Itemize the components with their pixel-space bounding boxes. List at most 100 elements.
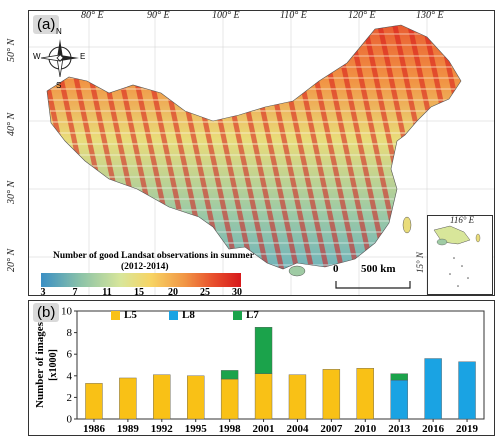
x-tick-label: 1989 (117, 423, 140, 435)
china-outline (46, 24, 462, 270)
swath-row-gap (47, 77, 461, 79)
x-tick-label: 2010 (354, 423, 377, 435)
x-tick-label: 2004 (286, 423, 309, 435)
legend-swatch-l8 (169, 310, 178, 320)
bar-l5-1989 (119, 377, 137, 420)
hainan-island (288, 265, 306, 277)
swath-row-gap (47, 187, 461, 189)
compass-s: S (56, 81, 62, 90)
swath-row-gap (47, 55, 461, 57)
swath-row-gap (47, 220, 461, 222)
south-china-sea-inset: 116° E (427, 215, 493, 295)
legend-l8: L8 (169, 309, 195, 321)
panel-label-b: (b) (33, 303, 60, 322)
swath-row-gap (47, 209, 461, 211)
x-tick-label: 2013 (388, 423, 411, 435)
y-tick-label: 8 (67, 327, 73, 339)
swath-row-gap (47, 44, 461, 46)
bar-l5-2004 (288, 374, 307, 420)
y-tick-label: 2 (67, 392, 73, 404)
x-tick-label: 2007 (320, 423, 343, 435)
scale-bar-end: 500 km (361, 263, 396, 275)
colorbar-tick: 20 (168, 287, 178, 298)
lat-label-20: 20° N (6, 248, 17, 272)
legend-l7: L7 (233, 309, 259, 321)
bar-l5-1998 (220, 378, 239, 420)
map-panel: (a) (28, 10, 495, 298)
bar-l8-2013 (390, 379, 408, 420)
swath-row-gap (47, 88, 461, 90)
swath-row-gap (47, 66, 461, 68)
panel-label-a: (a) (33, 15, 60, 34)
bar-l7-2013 (390, 373, 408, 381)
legend-swatch-l7 (233, 310, 242, 320)
lat-label-40: 40° N (6, 112, 17, 136)
colorbar-tick: 15 (134, 287, 144, 298)
colorbar-subtitle: (2012-2014) (121, 262, 169, 272)
x-tick-label: 2001 (253, 423, 275, 435)
x-tick-label: 1986 (83, 423, 106, 435)
lon-label-90: 90° E (147, 10, 170, 21)
lon-label-130: 130° E (416, 10, 444, 21)
swath-row-gap (47, 231, 461, 233)
bar-l5-2001 (254, 373, 273, 420)
swath-row-gap (47, 154, 461, 156)
y-axis-label: Number of images (34, 321, 46, 408)
y-tick-label: 6 (67, 349, 73, 361)
lon-label-120: 120° E (348, 10, 376, 21)
swath-row-gap (47, 121, 461, 123)
lat-label-50: 50° N (6, 38, 17, 62)
colorbar-title: Number of good Landsat observations in s… (53, 251, 254, 261)
swath-row-gap (47, 99, 461, 101)
colorbar-tick: 25 (200, 287, 210, 298)
bar-l8-2019 (458, 361, 476, 420)
colorbar-tick: 7 (72, 287, 78, 298)
landsat-swath (426, 25, 461, 269)
swath-row-gap (47, 33, 461, 35)
legend-label-l8: L8 (182, 309, 195, 321)
lon-label-110: 110° E (280, 10, 307, 21)
scale-bar (335, 281, 411, 289)
inset-lat-label: 15° N (415, 252, 425, 273)
x-tick-label: 2019 (456, 423, 479, 435)
legend-label-l7: L7 (246, 309, 259, 321)
colorbar-tick: 30 (232, 287, 242, 298)
lat-label-30: 30° N (6, 180, 17, 204)
taiwan-island (402, 216, 412, 234)
bar-l7-2001 (254, 327, 273, 374)
bar-l8-2016 (424, 358, 442, 420)
compass-e: E (80, 52, 86, 61)
bar-l5-2010 (356, 368, 374, 420)
legend-l5: L5 (111, 309, 137, 321)
bar-l5-1995 (187, 375, 205, 420)
x-tick-label: 1995 (185, 423, 208, 435)
swath-row-gap (47, 110, 461, 112)
bar-l5-1992 (153, 374, 171, 420)
swath-row-gap (47, 143, 461, 145)
x-tick-label: 1998 (219, 423, 242, 435)
y-tick-label: 0 (67, 414, 73, 426)
x-tick-label: 2016 (422, 423, 445, 435)
plot-frame (76, 310, 485, 420)
swath-row-gap (29, 22, 494, 24)
y-tick-label: 4 (67, 370, 73, 382)
y-tick-label: 10 (61, 306, 73, 318)
swath-row-gap (47, 176, 461, 178)
inset-lon-label: 116° E (450, 215, 475, 225)
bar-l7-1998 (220, 370, 239, 380)
swath-row-gap (47, 198, 461, 200)
x-tick-label: 1992 (151, 423, 174, 435)
swath-row-gap (47, 242, 461, 244)
north-arrow-icon (40, 39, 79, 78)
swath-row-gap (47, 132, 461, 134)
colorbar (41, 273, 241, 287)
lon-label-80: 80° E (81, 10, 104, 21)
colorbar-tick: 11 (102, 287, 112, 298)
bar-l5-1986 (85, 383, 103, 420)
swath-row-gap (47, 165, 461, 167)
legend-swatch-l5 (111, 310, 120, 320)
image-count-bar-chart: 0 2 4 6 8 10 Number of images [x1000] 1986 1989 19… (34, 306, 485, 435)
compass-n: N (56, 27, 62, 36)
landsat-observation-map (29, 11, 494, 295)
lon-label-100: 100° E (212, 10, 240, 21)
